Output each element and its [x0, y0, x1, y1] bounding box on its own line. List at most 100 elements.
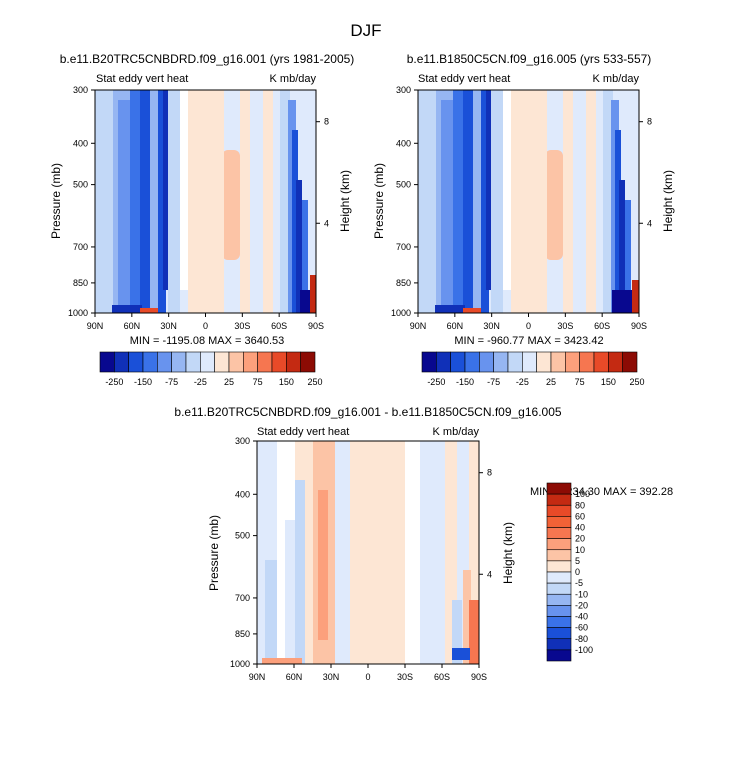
panel-2: b.e11.B1850C5CN.f09_g16.005 (yrs 533-557… [372, 52, 675, 387]
panel-3-right-label: K mb/day [433, 426, 480, 438]
colorbar-label: 5 [575, 556, 580, 566]
panel-1-title: b.e11.B20TRC5CNBDRD.f09_g16.001 (yrs 198… [60, 52, 355, 66]
y-tick-label: 300 [396, 85, 411, 95]
colorbar-swatch [546, 549, 572, 562]
y-tick-label: 850 [235, 629, 250, 639]
panel-1-ylabel: Pressure (mb) [49, 163, 63, 239]
colorbar-swatch [464, 351, 480, 373]
height-tick-label: 8 [324, 117, 329, 127]
colorbar-label: 20 [575, 534, 585, 544]
colorbar-label: 80 [575, 500, 585, 510]
panel-1-heatmap [94, 89, 317, 314]
panel-2-heatmap [417, 89, 640, 314]
colorbar-label: -75 [487, 377, 500, 387]
colorbar-label: -80 [575, 634, 588, 644]
panel-3-title: b.e11.B20TRC5CNBDRD.f09_g16.001 - b.e11.… [174, 405, 561, 419]
colorbar-label: -250 [427, 377, 445, 387]
y-tick-label: 1000 [68, 308, 88, 318]
colorbar-swatch [99, 351, 115, 373]
x-tick-label: 90N [410, 321, 427, 331]
panel-3-ylabel-right: Height (km) [501, 522, 515, 584]
colorbar-swatch [185, 351, 201, 373]
colorbar-swatch [546, 571, 572, 584]
colorbar-swatch [550, 351, 566, 373]
panel-1-height-axis: 84 [316, 117, 329, 228]
colorbar-swatch [436, 351, 451, 373]
colorbar-label: 40 [575, 523, 585, 533]
colorbar-swatch [142, 351, 158, 373]
y-tick-label: 400 [396, 138, 411, 148]
colorbar-swatch [546, 593, 572, 606]
colorbar-swatch [271, 351, 287, 373]
panel-2-colorbar: -250 -150 -75 -25 25 75 150 250 [421, 351, 645, 387]
y-tick-label: 700 [396, 242, 411, 252]
colorbar-swatch [579, 351, 595, 373]
colorbar-swatch [479, 351, 494, 373]
colorbar-label: -25 [194, 377, 207, 387]
colorbar-label: 60 [575, 511, 585, 521]
y-tick-label: 400 [235, 489, 250, 499]
colorbar-label: -20 [575, 600, 588, 610]
panel-1-ylabel-right: Height (km) [338, 170, 352, 232]
colorbar-label: -75 [165, 377, 178, 387]
x-tick-label: 60S [594, 321, 610, 331]
panel-1-left-label: Stat eddy vert heat [96, 73, 188, 85]
height-tick-label: 8 [647, 117, 652, 127]
x-tick-label: 90N [249, 672, 266, 682]
colorbar-swatch [228, 351, 244, 373]
y-tick-label: 850 [73, 278, 88, 288]
panel-2-ylabel: Pressure (mb) [372, 163, 386, 239]
colorbar-swatch [546, 504, 572, 517]
colorbar-swatch [421, 351, 437, 373]
x-tick-label: 30S [557, 321, 573, 331]
x-tick-label: 30N [323, 672, 340, 682]
colorbar-label: -250 [105, 377, 123, 387]
x-tick-label: 30S [234, 321, 250, 331]
y-tick-label: 850 [396, 278, 411, 288]
x-tick-label: 90S [631, 321, 647, 331]
x-tick-label: 90N [87, 321, 104, 331]
colorbar-swatch [128, 351, 144, 373]
panel-1-minmax: MIN = -1195.08 MAX = 3640.53 [130, 335, 285, 347]
x-tick-label: 0 [365, 672, 370, 682]
panel-2-y-axis: 300 400 500 700 850 1000 [391, 85, 418, 318]
x-tick-label: 30N [160, 321, 177, 331]
colorbar-label: 250 [629, 377, 644, 387]
colorbar-swatch [522, 351, 537, 373]
colorbar-label: 75 [575, 377, 585, 387]
x-tick-label: 30N [483, 321, 500, 331]
x-tick-label: 60S [434, 672, 450, 682]
colorbar-swatch [546, 638, 572, 651]
colorbar-label: -150 [134, 377, 152, 387]
y-tick-label: 1000 [391, 308, 411, 318]
colorbar-swatch [546, 527, 572, 539]
colorbar-label: 150 [279, 377, 294, 387]
colorbar-swatch [214, 351, 230, 373]
x-tick-label: 90S [308, 321, 324, 331]
height-tick-label: 8 [487, 468, 492, 478]
colorbar-swatch [593, 351, 609, 373]
panel-3-ylabel: Pressure (mb) [207, 515, 221, 591]
colorbar-label: -100 [575, 645, 593, 655]
colorbar-swatch [286, 351, 301, 373]
colorbar-label: 0 [575, 567, 580, 577]
y-tick-label: 500 [235, 531, 250, 541]
colorbar-swatch [546, 493, 572, 506]
colorbar-swatch [114, 351, 129, 373]
panel-1-x-axis: 90N 60N 30N 0 30S 60S 90S [87, 313, 324, 331]
height-tick-label: 4 [487, 569, 492, 579]
panel-3-heatmap [256, 440, 480, 665]
y-tick-label: 700 [73, 242, 88, 252]
y-tick-label: 500 [73, 180, 88, 190]
panel-2-ylabel-right: Height (km) [661, 170, 675, 232]
height-tick-label: 4 [324, 218, 329, 228]
panel-2-x-axis: 90N 60N 30N 0 30S 60S 90S [410, 313, 647, 331]
page-title: DJF [350, 21, 381, 40]
colorbar-swatch [622, 351, 638, 373]
y-tick-label: 300 [235, 436, 250, 446]
panel-2-minmax: MIN = -960.77 MAX = 3423.42 [454, 335, 603, 347]
x-tick-label: 0 [203, 321, 208, 331]
y-tick-label: 500 [396, 180, 411, 190]
y-tick-label: 400 [73, 138, 88, 148]
